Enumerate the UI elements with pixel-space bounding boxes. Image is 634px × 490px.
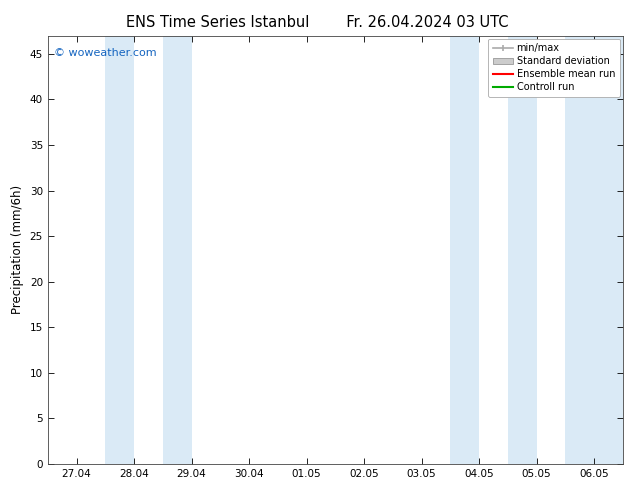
Text: ENS Time Series Istanbul        Fr. 26.04.2024 03 UTC: ENS Time Series Istanbul Fr. 26.04.2024 … <box>126 15 508 30</box>
Bar <box>163 36 191 464</box>
Text: © woweather.com: © woweather.com <box>53 49 156 58</box>
Legend: min/max, Standard deviation, Ensemble mean run, Controll run: min/max, Standard deviation, Ensemble me… <box>488 39 620 97</box>
Bar <box>105 36 134 464</box>
Bar <box>508 36 536 464</box>
Bar <box>450 36 479 464</box>
Bar <box>566 36 623 464</box>
Y-axis label: Precipitation (mm/6h): Precipitation (mm/6h) <box>11 185 24 315</box>
